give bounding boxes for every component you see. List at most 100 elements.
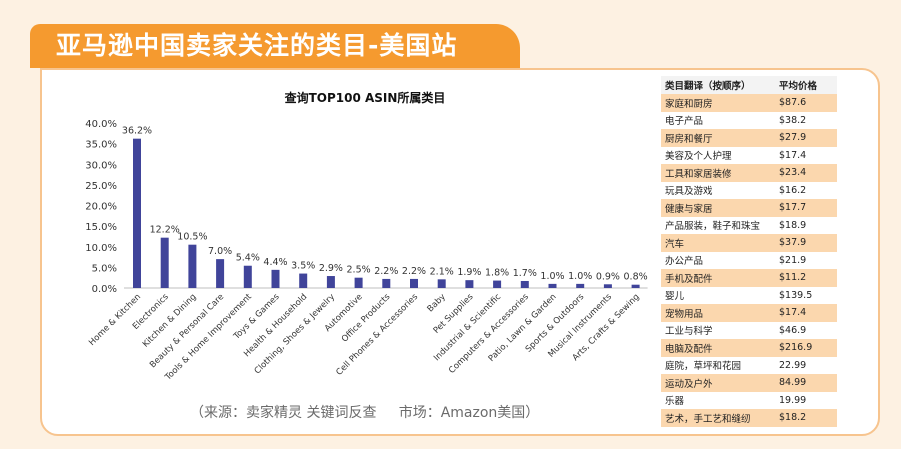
price-table-row: 电子产品 $38.2 bbox=[661, 111, 837, 129]
price-table-row: 宠物用品 $17.4 bbox=[661, 304, 837, 322]
bar bbox=[133, 138, 141, 288]
price-table-row: 庭院，草坪和花园 22.99 bbox=[661, 356, 837, 374]
x-tick-label: Office Products bbox=[340, 292, 393, 345]
price-table-row: 家庭和厨房 $87.6 bbox=[661, 94, 837, 112]
bar bbox=[548, 283, 557, 288]
price-table-row: 美容及个人护理 $17.4 bbox=[661, 146, 837, 164]
bar-value-label: 1.9% bbox=[457, 267, 481, 278]
price-table-price-cell: $18.2 bbox=[775, 409, 837, 427]
bar-value-label: 0.8% bbox=[624, 272, 648, 283]
price-table-price-cell: 84.99 bbox=[775, 374, 837, 392]
price-table-category-cell: 婴儿 bbox=[661, 286, 775, 304]
bar-value-label: 4.4% bbox=[263, 257, 287, 268]
price-table-category-cell: 产品服装，鞋子和珠宝 bbox=[661, 216, 775, 234]
price-table-header-category: 类目翻译（按顺序） bbox=[661, 76, 775, 94]
price-table-row: 工具和家居装修 $23.4 bbox=[661, 164, 837, 182]
bar-value-label: 7.0% bbox=[208, 246, 232, 257]
price-table-price-cell: $21.9 bbox=[775, 251, 837, 269]
bar bbox=[299, 273, 308, 288]
price-table-price-cell: $87.6 bbox=[775, 94, 837, 112]
bar bbox=[437, 279, 446, 288]
price-table-row: 健康与家居 $17.7 bbox=[661, 199, 837, 217]
price-table-row: 乐器 19.99 bbox=[661, 391, 837, 409]
price-table-price-cell: $37.9 bbox=[775, 234, 837, 252]
price-table: 类目翻译（按顺序） 平均价格 家庭和厨房 $87.6 电子产品 $38.2 厨房和餐厅 $… bbox=[661, 76, 837, 427]
bar bbox=[271, 269, 280, 288]
price-table-category-cell: 办公产品 bbox=[661, 251, 775, 269]
price-table-price-cell: $11.2 bbox=[775, 269, 837, 287]
price-table-header-price: 平均价格 bbox=[775, 76, 837, 94]
bar bbox=[603, 284, 612, 288]
bar bbox=[216, 259, 225, 288]
price-table-row: 玩具及游戏 $16.2 bbox=[661, 181, 837, 199]
bar bbox=[243, 265, 252, 288]
price-table-category-cell: 汽车 bbox=[661, 234, 775, 252]
bar bbox=[326, 276, 335, 288]
price-table-price-cell: 19.99 bbox=[775, 391, 837, 409]
bar-value-label: 3.5% bbox=[291, 261, 315, 272]
price-table-row: 婴儿 $139.5 bbox=[661, 286, 837, 304]
bar-value-label: 2.2% bbox=[402, 266, 426, 277]
bar-value-label: 1.0% bbox=[540, 271, 564, 282]
price-table-price-cell: $17.4 bbox=[775, 146, 837, 164]
y-tick-label: 10.0% bbox=[85, 243, 117, 254]
bar bbox=[465, 280, 474, 288]
bar-value-label: 10.5% bbox=[177, 232, 207, 243]
price-table-price-cell: $18.9 bbox=[775, 216, 837, 234]
y-tick-label: 20.0% bbox=[85, 202, 117, 213]
price-table-row: 运动及户外 84.99 bbox=[661, 374, 837, 392]
price-table-price-cell: 22.99 bbox=[775, 356, 837, 374]
page-title-banner: 亚马逊中国卖家关注的类目-美国站 bbox=[30, 24, 520, 68]
page-title: 亚马逊中国卖家关注的类目-美国站 bbox=[56, 31, 458, 60]
y-tick-label: 0.0% bbox=[92, 284, 117, 295]
price-table-category-cell: 电脑及配件 bbox=[661, 339, 775, 357]
price-table-price-cell: $139.5 bbox=[775, 286, 837, 304]
source-note: （来源：卖家精灵 关键词反查 市场：Amazon美国） bbox=[190, 405, 540, 421]
y-tick-label: 40.0% bbox=[85, 119, 117, 130]
price-table-category-cell: 艺术，手工艺和缝纫 bbox=[661, 409, 775, 427]
price-table-price-cell: $17.4 bbox=[775, 304, 837, 322]
price-table-row: 电脑及配件 $216.9 bbox=[661, 339, 837, 357]
price-table-category-cell: 厨房和餐厅 bbox=[661, 129, 775, 147]
price-table-category-cell: 电子产品 bbox=[661, 111, 775, 129]
bar-value-label: 1.0% bbox=[568, 271, 592, 282]
bar-value-label: 1.7% bbox=[513, 268, 537, 279]
bar bbox=[631, 284, 640, 288]
y-axis: 0.0% 5.0% 10.0% 15.0% 20.0% 25.0% 30.0% 35.0% 40… bbox=[85, 119, 117, 295]
price-table-price-cell: $46.9 bbox=[775, 321, 837, 339]
bar-value-label: 1.8% bbox=[485, 268, 509, 279]
bar-value-label: 2.5% bbox=[347, 265, 371, 276]
price-table-price-cell: $27.9 bbox=[775, 129, 837, 147]
bar bbox=[160, 237, 169, 288]
price-table-price-cell: $16.2 bbox=[775, 181, 837, 199]
bar bbox=[493, 280, 502, 288]
bar-value-label: 0.9% bbox=[596, 271, 620, 282]
bar-value-label: 2.1% bbox=[430, 266, 454, 277]
price-table-row: 产品服装，鞋子和珠宝 $18.9 bbox=[661, 216, 837, 234]
bar-chart: 查询TOP100 ASIN所属类目 0.0% 5.0% 10.0% 15.0% 20.0… bbox=[85, 90, 648, 383]
bar bbox=[188, 244, 197, 288]
price-table-category-cell: 工具和家居装修 bbox=[661, 164, 775, 182]
price-table-row: 工业与科学 $46.9 bbox=[661, 321, 837, 339]
bar bbox=[410, 278, 418, 288]
price-table-category-cell: 玩具及游戏 bbox=[661, 181, 775, 199]
price-table-price-cell: $216.9 bbox=[775, 339, 837, 357]
price-table-category-cell: 手机及配件 bbox=[661, 269, 775, 287]
price-table-row: 办公产品 $21.9 bbox=[661, 251, 837, 269]
price-table-category-cell: 宠物用品 bbox=[661, 304, 775, 322]
bar-value-label: 5.4% bbox=[236, 253, 260, 264]
price-table-row: 手机及配件 $11.2 bbox=[661, 269, 837, 287]
price-table-category-cell: 美容及个人护理 bbox=[661, 146, 775, 164]
price-table-category-cell: 乐器 bbox=[661, 391, 775, 409]
price-table-row: 艺术，手工艺和缝纫 $18.2 bbox=[661, 409, 837, 427]
price-table-row: 厨房和餐厅 $27.9 bbox=[661, 129, 837, 147]
bar-value-label: 2.9% bbox=[319, 263, 343, 274]
bar bbox=[576, 283, 585, 288]
price-table-category-cell: 运动及户外 bbox=[661, 374, 775, 392]
bar-value-label: 36.2% bbox=[122, 126, 152, 137]
bar bbox=[382, 278, 391, 288]
price-table-category-cell: 庭院，草坪和花园 bbox=[661, 356, 775, 374]
bar-value-label: 2.2% bbox=[374, 266, 398, 277]
bar-value-label: 12.2% bbox=[150, 225, 180, 236]
